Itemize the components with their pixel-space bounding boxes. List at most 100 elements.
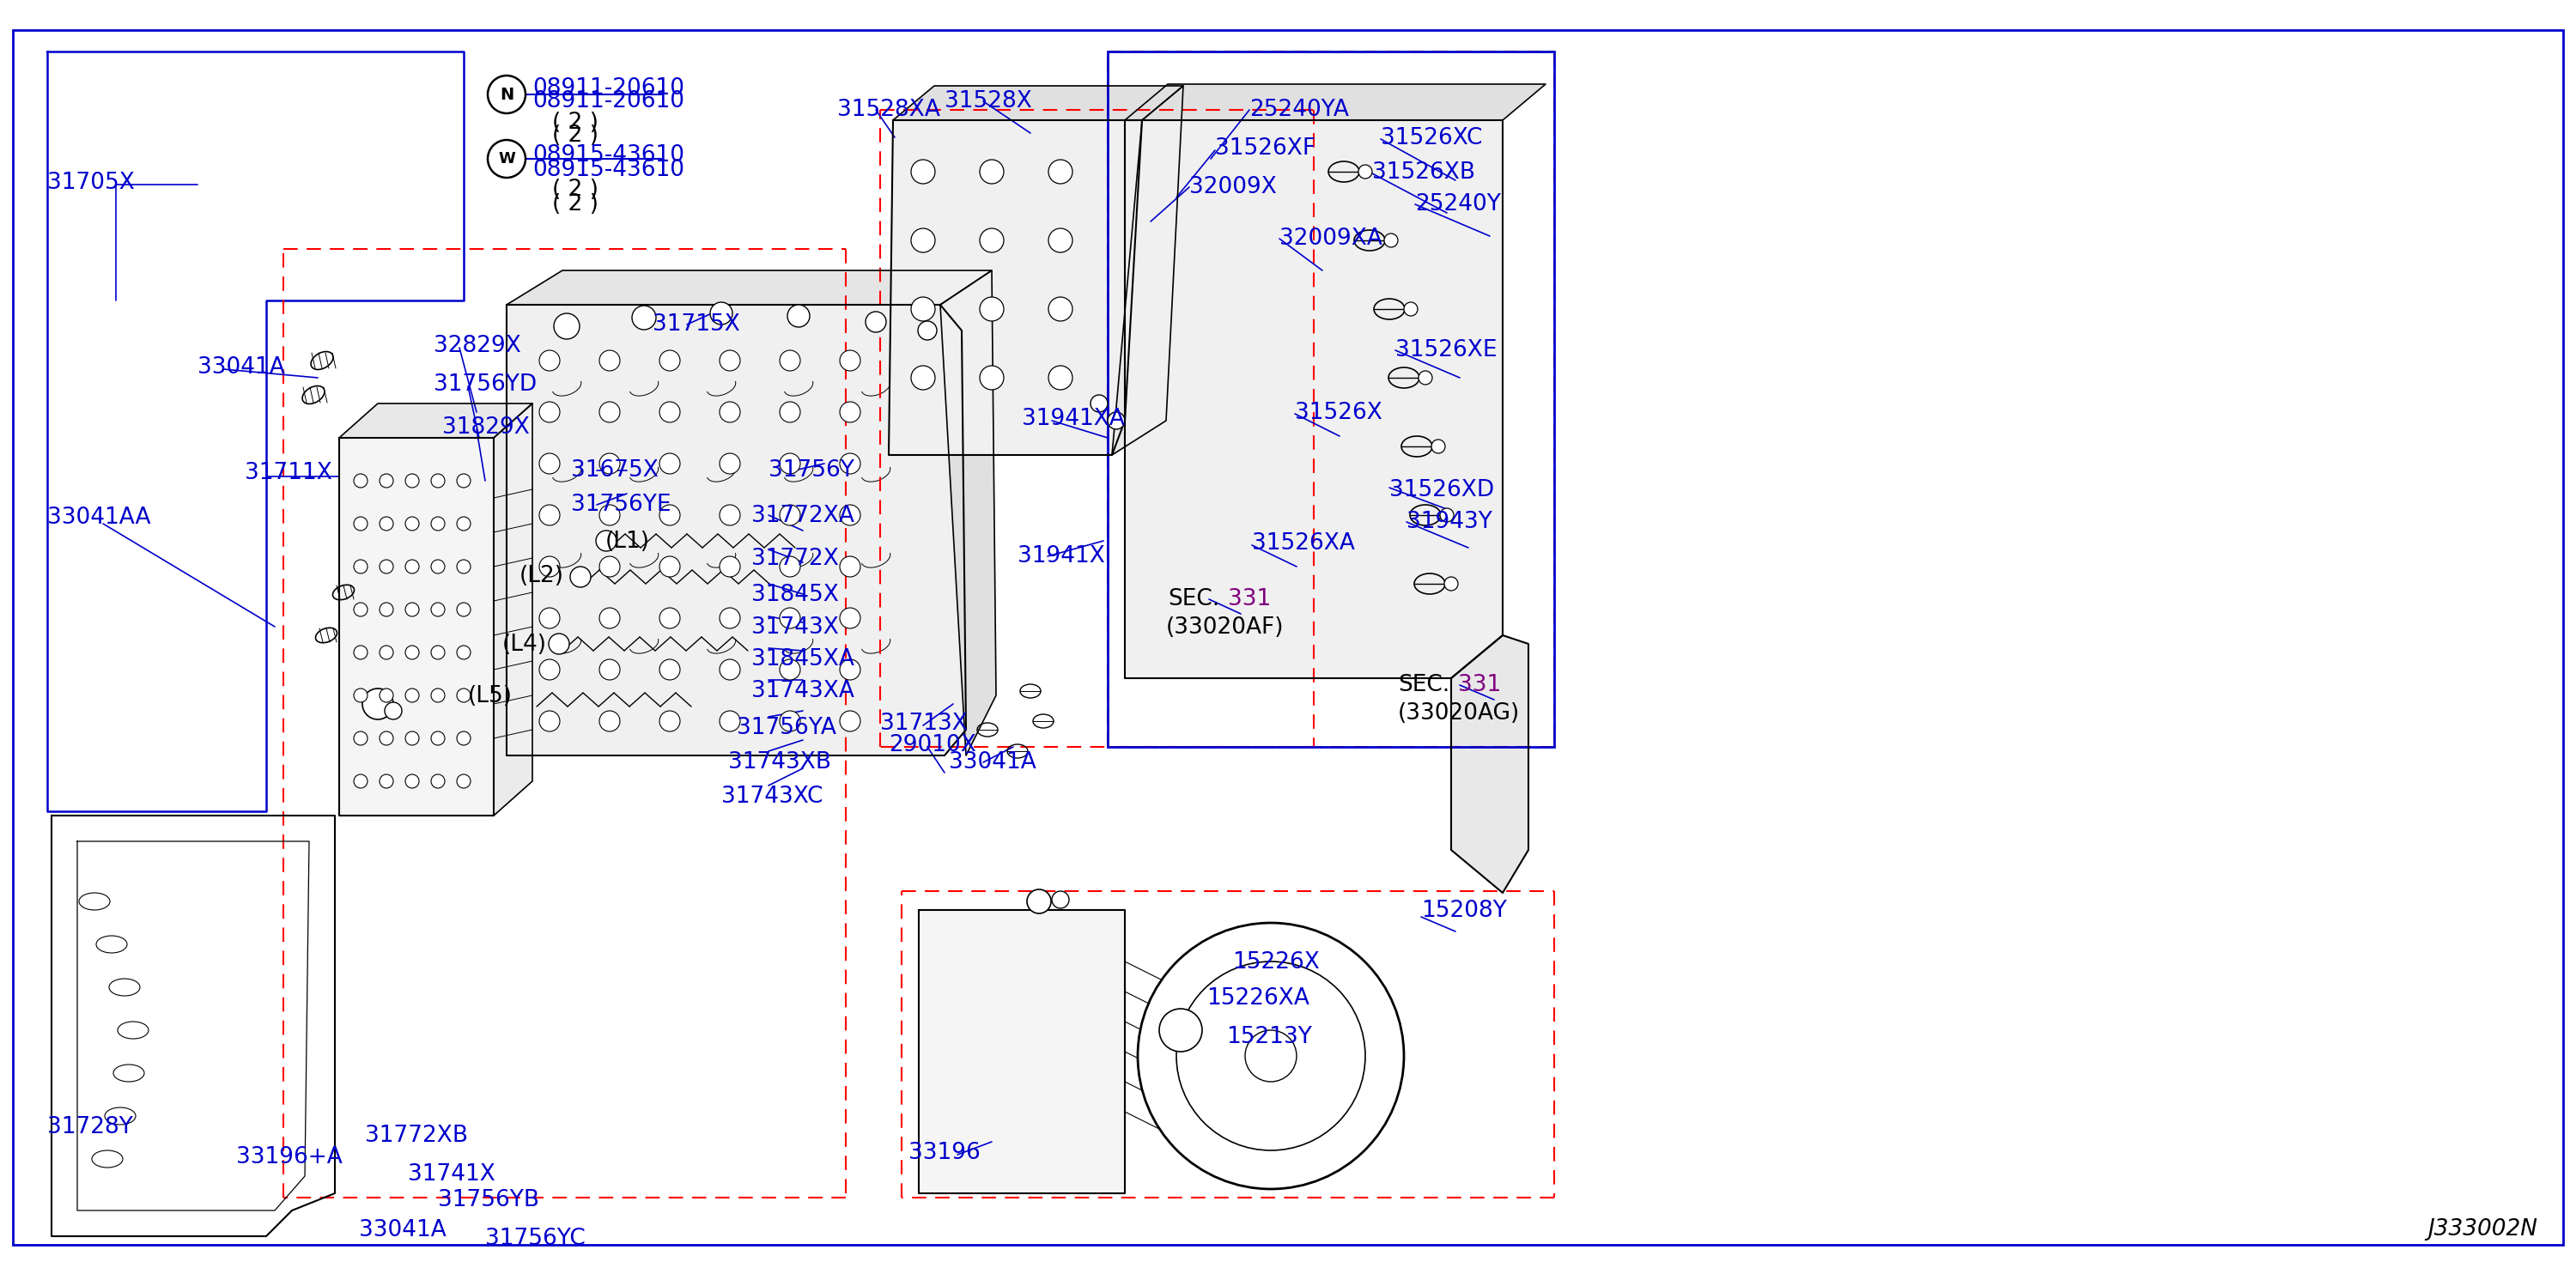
Circle shape [404,559,420,573]
Text: 32829X: 32829X [433,335,520,357]
Circle shape [659,660,680,680]
Polygon shape [1113,85,1182,455]
Circle shape [659,401,680,423]
Circle shape [781,608,801,628]
Text: 31845XA: 31845XA [752,648,855,670]
Circle shape [538,711,559,731]
Circle shape [404,731,420,745]
Text: 15213Y: 15213Y [1226,1026,1311,1049]
Circle shape [600,350,621,371]
Circle shape [1404,302,1417,316]
Circle shape [456,775,471,789]
Text: 31705X: 31705X [46,172,134,194]
Circle shape [1445,577,1458,591]
Text: 31941X: 31941X [1018,545,1105,567]
Circle shape [600,660,621,680]
Circle shape [1051,891,1069,908]
Text: ( 2 ): ( 2 ) [551,112,598,134]
Text: 25240YA: 25240YA [1249,98,1350,121]
Text: SEC.: SEC. [1399,674,1450,696]
Circle shape [379,688,394,702]
Circle shape [912,159,935,183]
Circle shape [840,505,860,525]
Text: J333002N: J333002N [2427,1218,2537,1241]
Circle shape [979,159,1005,183]
Polygon shape [340,404,533,438]
Text: 31772X: 31772X [752,548,840,569]
Text: 331: 331 [1458,674,1502,696]
Circle shape [1383,233,1399,247]
Text: 31675X: 31675X [572,460,659,482]
Circle shape [781,350,801,371]
Circle shape [912,366,935,390]
Text: 08911-20610: 08911-20610 [533,78,685,99]
Circle shape [1108,412,1126,429]
Text: 33196+A: 33196+A [237,1147,343,1168]
Text: 31743X: 31743X [752,617,840,638]
Polygon shape [920,910,1126,1194]
Circle shape [600,608,621,628]
Circle shape [487,140,526,177]
Circle shape [379,775,394,789]
Text: ( 2 ): ( 2 ) [551,178,598,201]
Circle shape [781,660,801,680]
Text: 31526XA: 31526XA [1252,533,1355,554]
Circle shape [353,731,368,745]
Circle shape [1048,228,1072,252]
Text: 31756YB: 31756YB [438,1189,538,1212]
Text: 08915-43610: 08915-43610 [533,144,685,167]
Circle shape [538,660,559,680]
Polygon shape [340,438,495,815]
Circle shape [379,603,394,617]
Text: 33041A: 33041A [358,1219,446,1241]
Polygon shape [1450,636,1528,893]
Text: 31756Y: 31756Y [768,460,855,482]
Text: 31743XC: 31743XC [721,786,822,808]
Text: 31829X: 31829X [443,417,531,438]
Circle shape [1159,1009,1203,1051]
Circle shape [456,517,471,530]
Circle shape [554,313,580,339]
Circle shape [840,350,860,371]
Text: 33041A: 33041A [948,752,1036,773]
Circle shape [353,517,368,530]
Text: 29010X: 29010X [889,734,976,757]
Circle shape [781,711,801,731]
Circle shape [1048,159,1072,183]
Circle shape [404,775,420,789]
Text: 32009X: 32009X [1190,176,1278,199]
Text: 31741X: 31741X [407,1163,495,1186]
Circle shape [781,454,801,474]
Circle shape [1090,395,1108,412]
Circle shape [866,312,886,333]
Circle shape [1048,366,1072,390]
Circle shape [353,646,368,660]
Polygon shape [940,270,997,755]
Circle shape [404,603,420,617]
Text: 31772XA: 31772XA [752,505,855,527]
Text: 31756YA: 31756YA [737,717,837,739]
Polygon shape [894,85,1182,120]
Circle shape [353,688,368,702]
Circle shape [840,608,860,628]
Circle shape [353,474,368,488]
Circle shape [538,401,559,423]
Circle shape [430,775,446,789]
Circle shape [1177,962,1365,1150]
Text: (L1): (L1) [605,530,649,553]
Bar [1108,51,1553,747]
Circle shape [600,557,621,577]
Circle shape [840,401,860,423]
Text: N: N [500,87,513,103]
Circle shape [595,530,616,552]
Circle shape [1139,922,1404,1189]
Circle shape [659,711,680,731]
Text: 31941XA: 31941XA [1023,408,1126,431]
Circle shape [456,474,471,488]
Circle shape [456,559,471,573]
Circle shape [979,297,1005,321]
Circle shape [659,454,680,474]
Circle shape [353,559,368,573]
Circle shape [781,557,801,577]
Polygon shape [495,404,533,815]
